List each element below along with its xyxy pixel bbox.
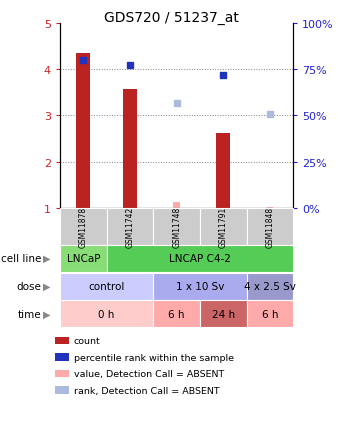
Text: LNCAP C4-2: LNCAP C4-2 xyxy=(169,254,231,263)
Text: percentile rank within the sample: percentile rank within the sample xyxy=(74,353,234,362)
Bar xyxy=(76,54,90,208)
Text: ▶: ▶ xyxy=(43,282,50,291)
Bar xyxy=(173,203,180,208)
Text: GDS720 / 51237_at: GDS720 / 51237_at xyxy=(104,11,239,25)
Text: GSM11878: GSM11878 xyxy=(79,206,88,247)
Text: ▶: ▶ xyxy=(43,309,50,319)
Text: time: time xyxy=(17,309,41,319)
Text: value, Detection Call = ABSENT: value, Detection Call = ABSENT xyxy=(74,369,224,378)
Text: GSM11742: GSM11742 xyxy=(126,206,134,247)
Bar xyxy=(216,134,230,208)
Text: control: control xyxy=(88,282,125,291)
Text: 4 x 2.5 Sv: 4 x 2.5 Sv xyxy=(244,282,296,291)
Text: 6 h: 6 h xyxy=(262,309,278,319)
Text: 1 x 10 Sv: 1 x 10 Sv xyxy=(176,282,224,291)
Text: rank, Detection Call = ABSENT: rank, Detection Call = ABSENT xyxy=(74,386,220,395)
Text: dose: dose xyxy=(16,282,41,291)
Text: 6 h: 6 h xyxy=(168,309,185,319)
Bar xyxy=(267,207,273,208)
Text: GSM11748: GSM11748 xyxy=(172,206,181,247)
Text: LNCaP: LNCaP xyxy=(67,254,100,263)
Text: GSM11791: GSM11791 xyxy=(219,206,228,247)
Text: count: count xyxy=(74,336,100,345)
Bar xyxy=(123,90,137,208)
Text: cell line: cell line xyxy=(1,254,41,263)
Text: 0 h: 0 h xyxy=(98,309,115,319)
Text: GSM11848: GSM11848 xyxy=(265,206,274,247)
Text: 24 h: 24 h xyxy=(212,309,235,319)
Text: ▶: ▶ xyxy=(43,254,50,263)
